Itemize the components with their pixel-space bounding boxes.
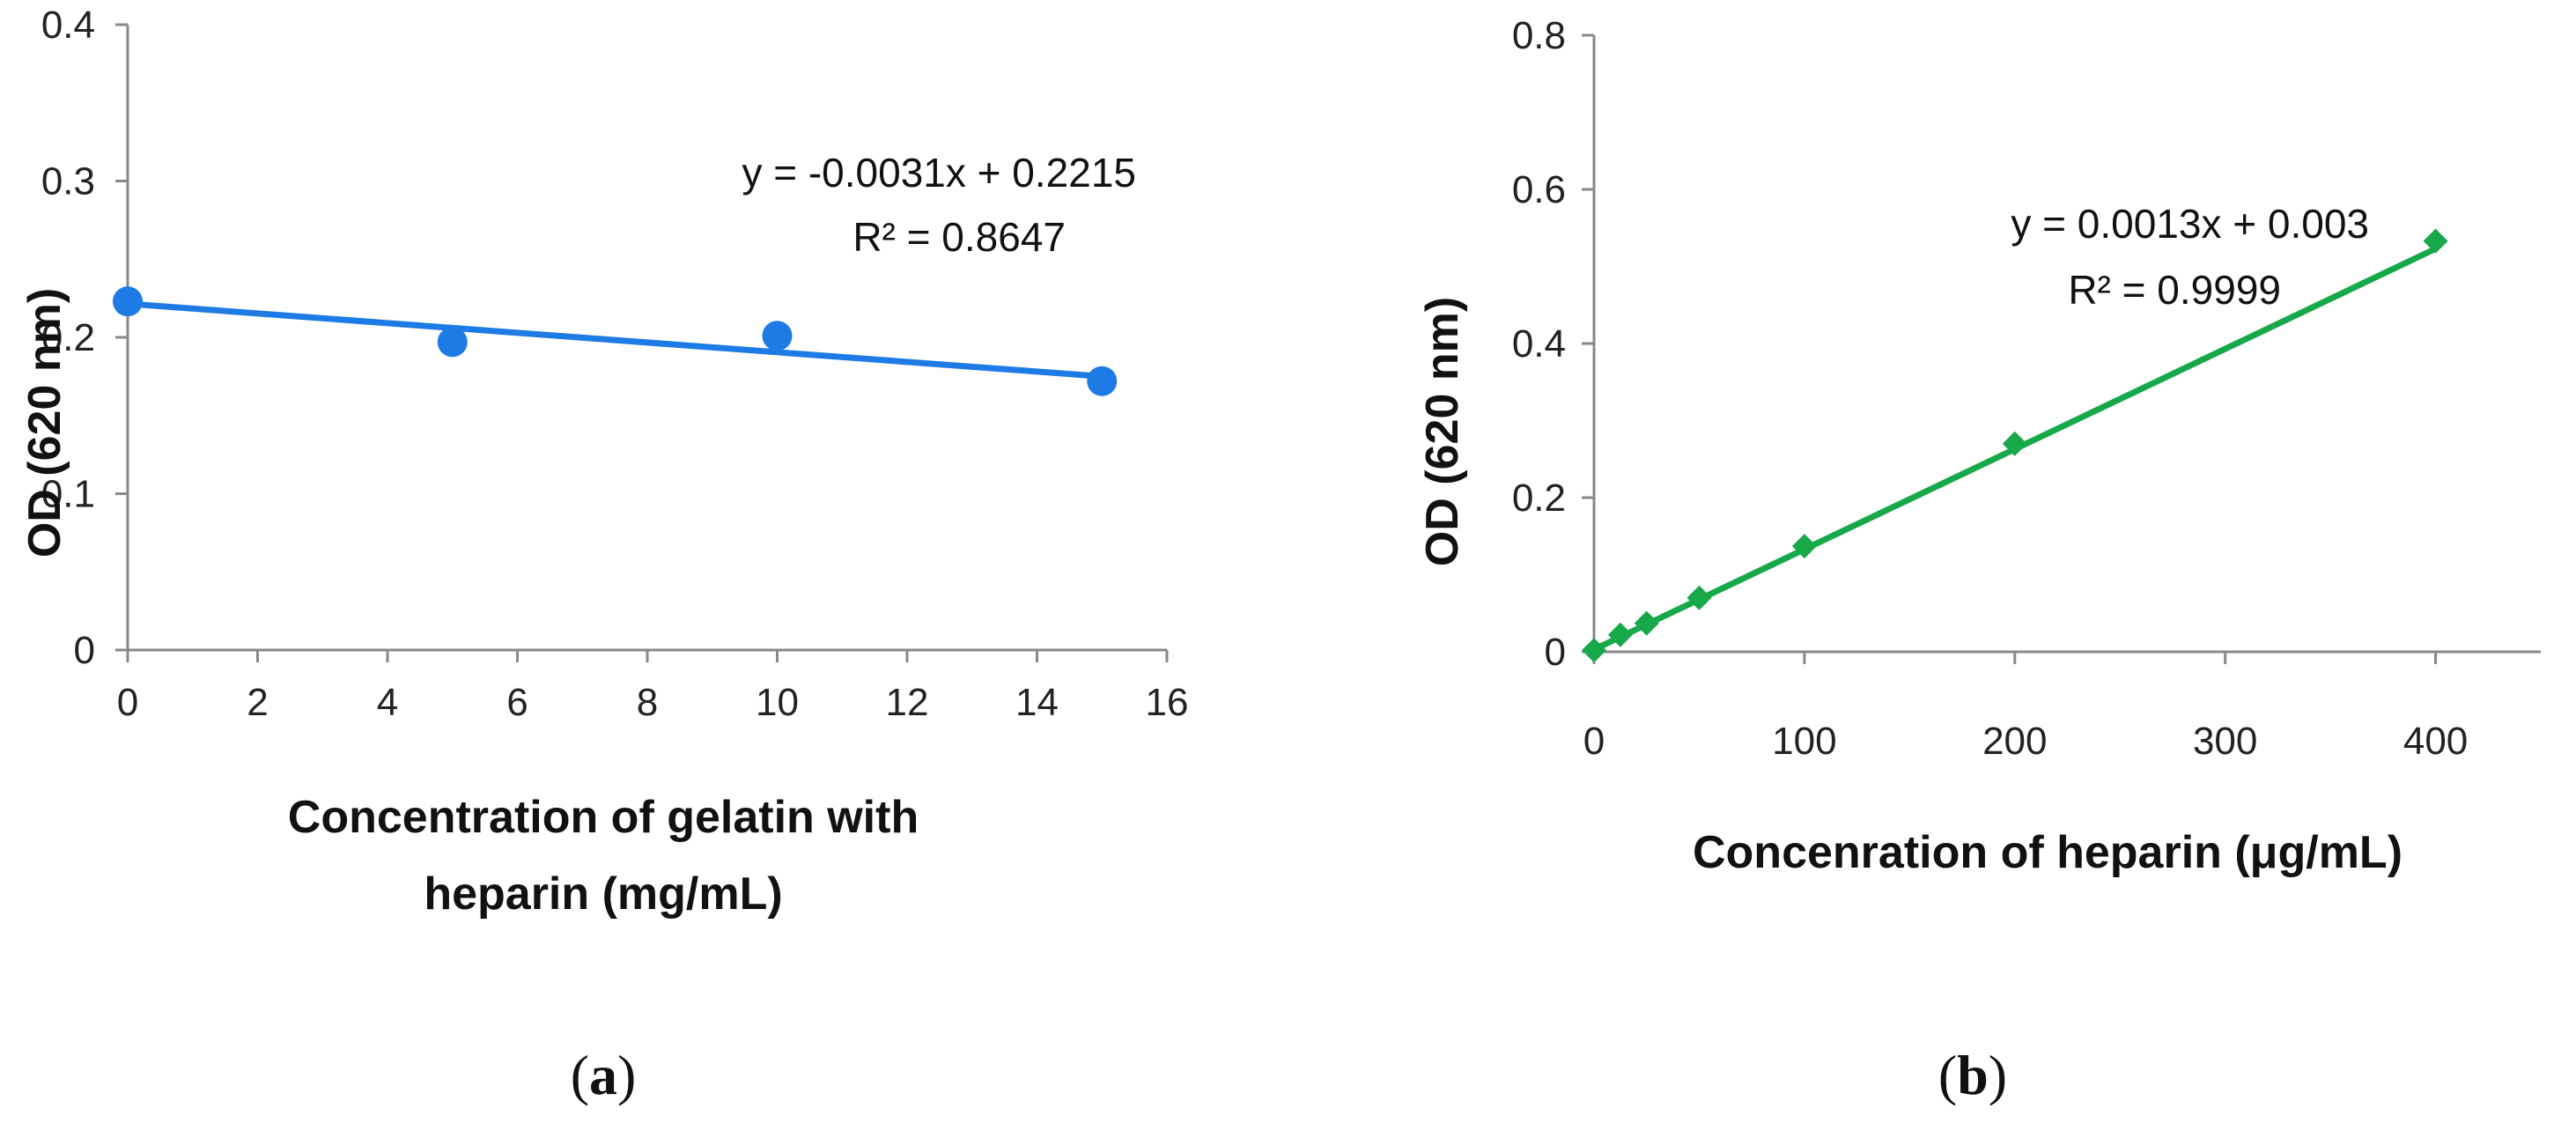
data-point — [437, 327, 468, 358]
x-tick-label: 2 — [247, 681, 268, 724]
chart-panel-b: 0 0.2 0.4 0.6 0.8 0 100 200 300 400 y = 0.0013x … — [1417, 14, 2541, 1106]
y-tick-label: 0.6 — [1512, 168, 1566, 211]
chart-a-x-label-line1: Concentration of gelatin with — [288, 792, 919, 843]
x-tick-label: 12 — [886, 681, 929, 724]
data-point — [1687, 585, 1712, 610]
chart-b-r-squared: R² = 0.9999 — [2068, 267, 2281, 313]
y-tick-label: 0 — [1545, 631, 1566, 674]
chart-b-equation: y = 0.0013x + 0.003 — [2011, 201, 2369, 247]
y-tick-label: 0.8 — [1512, 14, 1566, 57]
data-point — [1087, 366, 1118, 396]
x-tick-label: 0 — [117, 681, 138, 724]
x-tick-label: 16 — [1146, 681, 1189, 724]
chart-a-y-label: OD (620 nm) — [19, 288, 70, 558]
y-tick-label: 0.3 — [41, 160, 95, 203]
chart-a-points — [113, 286, 1118, 396]
chart-b-x-ticks: 0 100 200 300 400 — [1583, 652, 2468, 763]
chart-b-x-label: Concenration of heparin (μg/mL) — [1693, 827, 2403, 878]
x-tick-label: 4 — [377, 681, 398, 724]
x-tick-label: 200 — [1982, 720, 2047, 763]
chart-a-y-ticks: 0 0.1 0.2 0.3 0.4 — [41, 4, 128, 672]
trendline — [124, 300, 1105, 380]
y-tick-label: 0 — [74, 629, 95, 672]
data-point — [2423, 228, 2448, 254]
chart-a-axes — [126, 25, 1167, 652]
chart-a-panel-letter: a — [589, 1044, 617, 1106]
x-tick-label: 100 — [1772, 720, 1836, 763]
y-tick-label: 0.4 — [41, 4, 95, 47]
chart-a-x-label-line2: heparin (mg/mL) — [424, 868, 782, 920]
x-tick-label: 8 — [637, 681, 658, 724]
data-point — [2002, 431, 2027, 456]
data-point — [1582, 638, 1606, 663]
chart-a-r-squared: R² = 0.8647 — [853, 214, 1066, 260]
data-point — [1791, 534, 1817, 559]
chart-b-panel-letter: b — [1957, 1044, 1989, 1106]
y-tick-label: 0.1 — [41, 473, 95, 516]
chart-b-panel-label: (b) — [1938, 1044, 2007, 1106]
x-tick-label: 0 — [1583, 720, 1605, 763]
data-point — [762, 321, 793, 351]
x-tick-label: 300 — [2193, 720, 2257, 763]
x-tick-label: 6 — [506, 681, 528, 724]
y-tick-label: 0.2 — [1512, 477, 1566, 520]
chart-b-points — [1582, 228, 2448, 663]
chart-b-axes — [1592, 35, 2541, 654]
y-tick-label: 0.4 — [1512, 322, 1566, 366]
chart-b-y-ticks: 0 0.2 0.4 0.6 0.8 — [1512, 14, 1594, 674]
chart-a-equation: y = -0.0031x + 0.2215 — [742, 150, 1136, 196]
x-tick-label: 400 — [2403, 720, 2468, 763]
chart-a-panel-label: (a) — [571, 1044, 637, 1106]
data-point — [1607, 622, 1633, 647]
chart-panel-a: 0 0.1 0.2 0.3 0.4 0 2 4 6 8 10 12 14 16 y = -0.0031x… — [19, 4, 1188, 1106]
chart-a-trendline-group — [124, 300, 1105, 380]
x-tick-label: 14 — [1015, 681, 1059, 724]
data-point — [113, 286, 143, 317]
chart-a-x-ticks: 0 2 4 6 8 10 12 14 16 — [117, 650, 1189, 724]
y-tick-label: 0.2 — [41, 316, 95, 359]
data-point — [1634, 610, 1659, 636]
x-tick-label: 10 — [756, 681, 799, 724]
chart-b-y-label: OD (620 nm) — [1417, 297, 1468, 566]
